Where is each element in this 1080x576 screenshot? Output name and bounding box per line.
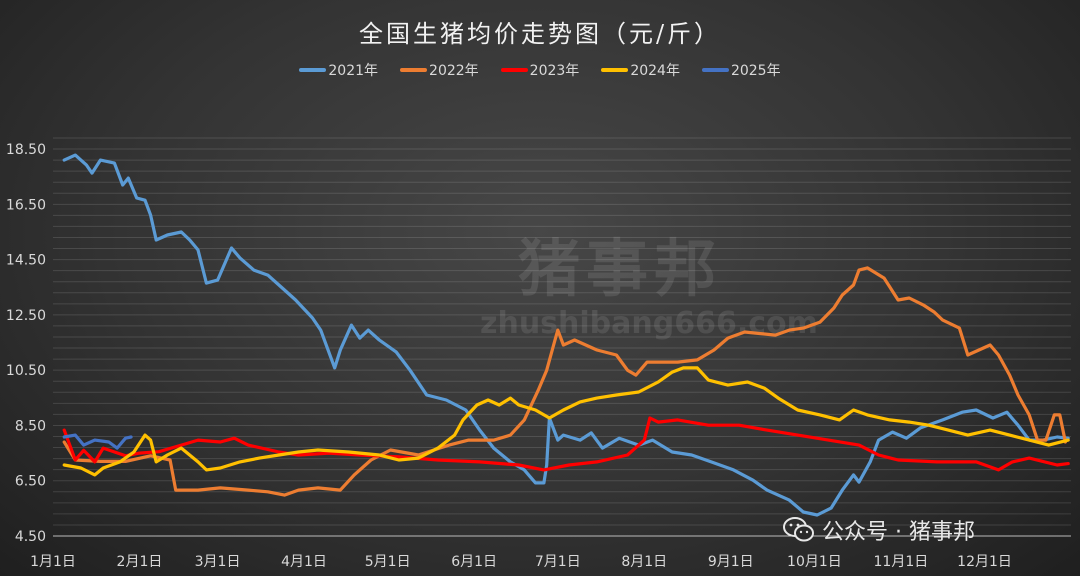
legend-item: 2025年 xyxy=(701,60,781,80)
x-tick-label: 3月1日 xyxy=(195,554,241,570)
legend-swatch xyxy=(500,68,528,72)
series-line-2021年 xyxy=(62,153,1070,517)
legend-label: 2024年 xyxy=(630,63,680,79)
x-tick-label: 11月1日 xyxy=(874,554,929,570)
legend-label: 2021年 xyxy=(328,63,379,79)
series-line-2022年 xyxy=(62,266,1067,497)
y-tick-label: 6.50 xyxy=(15,474,46,490)
y-tick-label: 12.50 xyxy=(6,308,46,324)
x-tick-label: 12月1日 xyxy=(957,554,1012,570)
legend-label: 2022年 xyxy=(429,63,479,79)
legend-swatch xyxy=(299,68,327,72)
legend-swatch xyxy=(400,68,428,72)
y-tick-label: 4.50 xyxy=(15,529,46,545)
y-tick-label: 10.50 xyxy=(6,363,46,379)
x-tick-label: 1月1日 xyxy=(30,554,76,570)
wechat-icon xyxy=(783,517,814,542)
legend-item: 2023年 xyxy=(500,60,580,80)
y-tick-label: 14.50 xyxy=(6,253,46,269)
x-tick-label: 6月1日 xyxy=(451,554,497,570)
legend-label: 2025年 xyxy=(730,63,781,79)
series-line-2023年 xyxy=(62,416,1070,472)
legend-item: 2021年 xyxy=(299,60,378,80)
series-line-2024年 xyxy=(62,366,1070,477)
x-tick-label: 10月1日 xyxy=(787,554,842,570)
legend-item: 2024年 xyxy=(601,60,680,80)
chart-title: 全国生猪均价走势图（元/斤） xyxy=(358,20,722,48)
x-tick-label: 2月1日 xyxy=(117,554,163,570)
series-line-2025年 xyxy=(62,433,133,450)
y-tick-label: 8.50 xyxy=(15,418,46,434)
y-tick-label: 16.50 xyxy=(6,197,46,213)
brand-badge: 公众号 · 猪事邦 xyxy=(782,514,975,546)
legend-swatch xyxy=(601,68,629,72)
legend-item: 2022年 xyxy=(400,60,479,80)
x-tick-label: 9月1日 xyxy=(708,554,754,570)
x-tick-label: 8月1日 xyxy=(621,554,667,570)
y-tick-label: 18.50 xyxy=(6,142,46,158)
x-tick-label: 4月1日 xyxy=(281,554,327,570)
watermark-logo: 猪事邦 xyxy=(518,232,723,305)
x-tick-label: 5月1日 xyxy=(365,554,411,570)
legend-swatch xyxy=(701,68,729,72)
x-tick-label: 7月1日 xyxy=(535,554,581,570)
legend-label: 2023年 xyxy=(529,63,580,79)
legend: 2021年 2022年 2023年 2024年 2025年 xyxy=(0,60,1080,80)
brand-label: 公众号 · 猪事邦 xyxy=(822,520,975,545)
